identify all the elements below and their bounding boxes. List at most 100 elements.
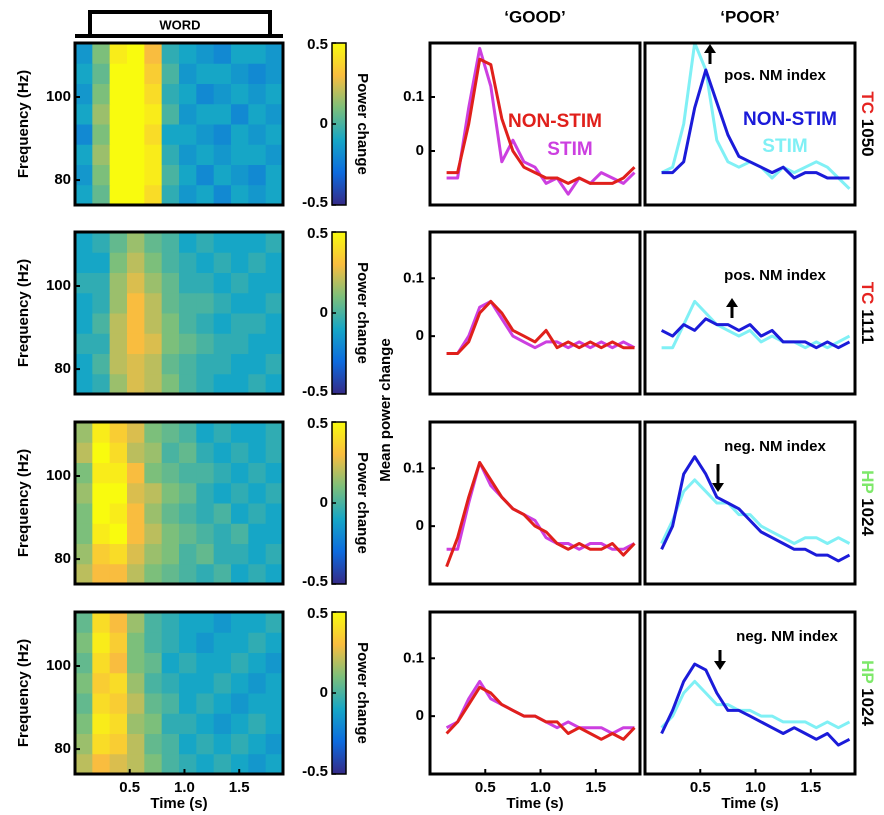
heatmap-cell xyxy=(213,442,232,463)
heatmap-cell xyxy=(92,43,111,64)
x-tick-label: 0.5 xyxy=(119,779,140,796)
heatmap-cell xyxy=(265,333,284,354)
heatmap-cell xyxy=(127,252,145,273)
heatmap-cell xyxy=(248,693,267,714)
heatmap-cell xyxy=(213,272,232,294)
annotation-arrowhead xyxy=(712,483,724,492)
x-tick-label: 1.5 xyxy=(800,779,821,796)
heatmap-cell xyxy=(144,272,163,294)
heatmap-cell xyxy=(127,292,145,314)
heatmap-cell xyxy=(231,124,249,145)
heatmap-cell xyxy=(109,292,128,314)
heatmap-cell xyxy=(248,482,267,504)
heatmap-cell xyxy=(109,672,128,694)
x-tick-label: 1.0 xyxy=(174,779,195,796)
colorbar-tick-label: 0.5 xyxy=(307,36,328,53)
plot-frame xyxy=(643,610,857,776)
heatmap-cell xyxy=(231,672,249,694)
heatmap-cell xyxy=(196,43,215,64)
heatmap-cell xyxy=(127,103,145,125)
heatmap-cell xyxy=(196,652,215,674)
heatmap-cell xyxy=(179,373,197,395)
x-axis-label: Time (s) xyxy=(506,795,563,812)
heatmap-cell xyxy=(265,672,284,694)
plot-frame xyxy=(428,420,642,586)
heatmap-cell xyxy=(92,753,111,775)
heatmap-cell xyxy=(179,164,197,186)
heatmap-cell xyxy=(265,563,284,585)
heatmap-cell xyxy=(248,103,267,125)
heatmap-cell xyxy=(265,292,284,314)
annotation: neg. NM index xyxy=(736,628,838,645)
heatmap-cell xyxy=(127,753,145,775)
heatmap-cell xyxy=(196,422,215,443)
y-tick-label: 80 xyxy=(54,360,71,377)
heatmap-cell xyxy=(109,272,128,294)
heatmap-cell xyxy=(161,292,180,314)
heatmap-cell xyxy=(144,252,163,273)
heatmap-cell xyxy=(144,503,163,524)
heatmap-cell xyxy=(196,503,215,524)
heatmap-cell xyxy=(92,693,111,714)
heatmap-cell xyxy=(248,543,267,565)
heatmap-cell xyxy=(248,333,267,354)
heatmap-cell xyxy=(248,353,267,375)
heatmap-cell xyxy=(127,482,145,504)
heatmap-cell xyxy=(231,63,249,84)
y-tick-label: 100 xyxy=(46,657,71,674)
heatmap-cell xyxy=(265,612,284,633)
heatmap-cell xyxy=(179,252,197,273)
heatmap-cell xyxy=(75,184,93,206)
heatmap-cell xyxy=(161,563,180,585)
y-tick-label: 100 xyxy=(46,277,71,294)
heatmap-cell xyxy=(127,232,145,253)
heatmap-cell xyxy=(127,543,145,565)
line-series xyxy=(660,662,851,747)
line-series xyxy=(660,478,851,545)
heatmap-cell xyxy=(265,144,284,165)
plot-frame xyxy=(73,230,285,396)
heatmap-cell xyxy=(75,124,93,145)
heatmap-cell xyxy=(144,373,163,395)
heatmap-cell xyxy=(248,63,267,84)
heatmap-cell xyxy=(213,713,232,734)
heatmap-cell xyxy=(92,184,111,206)
heatmap-cell xyxy=(231,563,249,585)
colorbar-tick-label: 0 xyxy=(320,684,328,701)
line-series xyxy=(661,68,850,180)
heatmap-cell xyxy=(144,422,163,443)
heatmap-cell xyxy=(179,753,197,775)
heatmap-cell xyxy=(92,232,111,253)
heatmap-cell xyxy=(248,523,267,544)
heatmap-cell xyxy=(109,103,128,125)
heatmap-cell xyxy=(248,713,267,734)
plot-frame xyxy=(73,420,285,586)
heatmap-cell xyxy=(213,252,232,273)
annotation: neg. NM index xyxy=(724,438,826,455)
heatmap-cell xyxy=(213,632,232,653)
heatmap-cell xyxy=(231,733,249,755)
column-title: ‘GOOD’ xyxy=(504,7,565,26)
heatmap-cell xyxy=(161,272,180,294)
legend-entry: NON-STIM xyxy=(508,111,602,132)
heatmap-cell xyxy=(213,672,232,694)
heatmap-cell xyxy=(144,632,163,653)
heatmap-cell xyxy=(161,313,180,334)
heatmap-cell xyxy=(231,713,249,734)
heatmap-cell xyxy=(179,442,197,463)
heatmap-cell xyxy=(92,353,111,375)
plot-background xyxy=(645,232,855,394)
shared-y-label: Mean power change xyxy=(377,338,394,481)
heatmap-cell xyxy=(92,313,111,334)
heatmap-cell xyxy=(75,733,93,755)
heatmap-cell xyxy=(127,632,145,653)
heatmap-cell xyxy=(144,652,163,674)
heatmap-cell xyxy=(179,632,197,653)
heatmap-cell xyxy=(179,272,197,294)
heatmap-cell xyxy=(127,652,145,674)
heatmap-cell xyxy=(75,292,93,314)
heatmap-cell xyxy=(161,753,180,775)
x-tick-label: 0.5 xyxy=(690,779,711,796)
heatmap-cell xyxy=(109,184,128,206)
heatmap-cell xyxy=(213,462,232,484)
